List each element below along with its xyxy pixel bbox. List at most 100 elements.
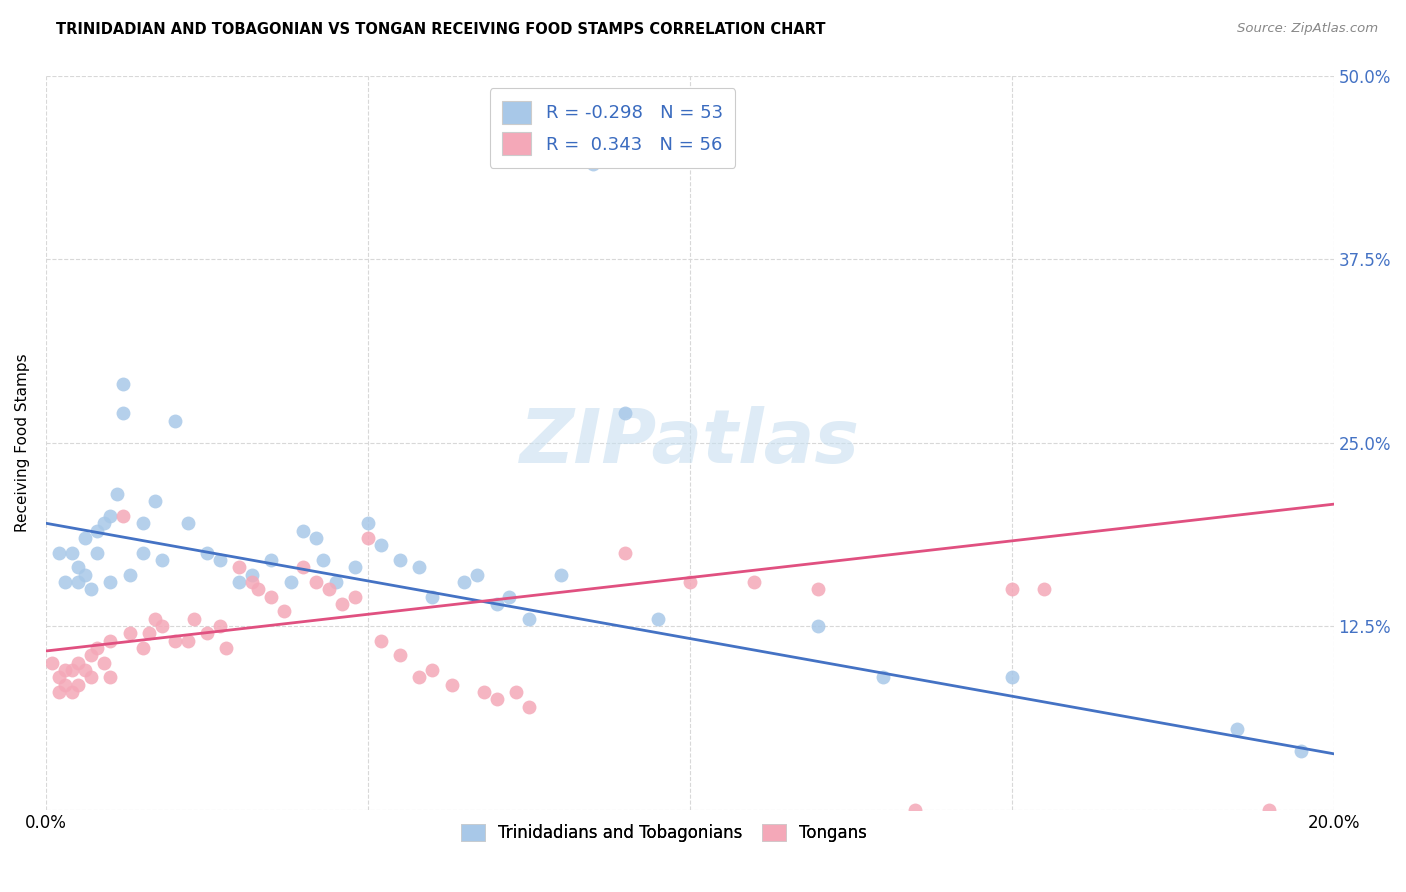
Point [138,626,160,640]
Point [389,553,412,567]
Point [679,574,702,589]
Point [93,516,115,531]
Point [292,560,315,574]
Point [73,531,96,545]
Point [485,692,508,706]
Point [408,560,430,574]
Point [195,626,218,640]
Point [53,678,76,692]
Text: TRINIDADIAN AND TOBAGONIAN VS TONGAN RECEIVING FOOD STAMPS CORRELATION CHART: TRINIDADIAN AND TOBAGONIAN VS TONGAN REC… [56,22,825,37]
Point [80,670,103,684]
Point [1226,722,1249,736]
Point [807,582,830,597]
Point [305,574,328,589]
Point [343,560,366,574]
Point [872,670,894,684]
Point [343,590,366,604]
Point [485,597,508,611]
Point [183,612,205,626]
Point [176,633,198,648]
Point [48,685,70,699]
Point [330,597,353,611]
Point [105,487,128,501]
Point [453,574,475,589]
Point [41,656,63,670]
Point [389,648,412,663]
Point [118,626,141,640]
Point [215,641,238,656]
Point [465,567,488,582]
Point [131,641,153,656]
Point [112,508,135,523]
Point [1032,582,1054,597]
Legend: Trinidadians and Tobagonians, Tongans: Trinidadians and Tobagonians, Tongans [454,817,873,849]
Point [67,678,90,692]
Point [67,574,90,589]
Point [420,663,443,677]
Point [112,376,135,391]
Point [53,663,76,677]
Point [48,670,70,684]
Point [208,553,231,567]
Point [1258,803,1281,817]
Point [48,546,70,560]
Point [176,516,198,531]
Point [1001,670,1024,684]
Point [73,663,96,677]
Point [131,516,153,531]
Point [60,663,83,677]
Point [60,685,83,699]
Point [145,494,167,508]
Point [240,574,263,589]
Point [93,656,115,670]
Point [505,685,527,699]
Point [273,604,295,618]
Point [742,574,765,589]
Point [517,699,540,714]
Point [150,553,173,567]
Point [370,633,392,648]
Point [614,406,637,420]
Point [420,590,443,604]
Point [208,619,231,633]
Point [53,574,76,589]
Point [312,553,335,567]
Point [112,406,135,420]
Point [517,612,540,626]
Point [98,633,121,648]
Point [163,413,186,427]
Point [247,582,270,597]
Point [325,574,347,589]
Point [131,546,153,560]
Point [582,156,605,170]
Point [60,546,83,560]
Point [260,590,283,604]
Point [80,648,103,663]
Point [98,508,121,523]
Point [357,531,380,545]
Point [498,590,520,604]
Point [145,612,167,626]
Point [647,612,669,626]
Point [195,546,218,560]
Point [318,582,340,597]
Point [86,641,108,656]
Point [280,574,302,589]
Point [472,685,495,699]
Point [614,546,637,560]
Point [440,678,463,692]
Text: Source: ZipAtlas.com: Source: ZipAtlas.com [1237,22,1378,36]
Point [67,560,90,574]
Point [73,567,96,582]
Point [86,546,108,560]
Point [228,574,250,589]
Point [1291,744,1313,758]
Point [118,567,141,582]
Point [370,538,392,552]
Point [904,803,927,817]
Point [163,633,186,648]
Point [408,670,430,684]
Point [1001,582,1024,597]
Point [305,531,328,545]
Point [550,567,572,582]
